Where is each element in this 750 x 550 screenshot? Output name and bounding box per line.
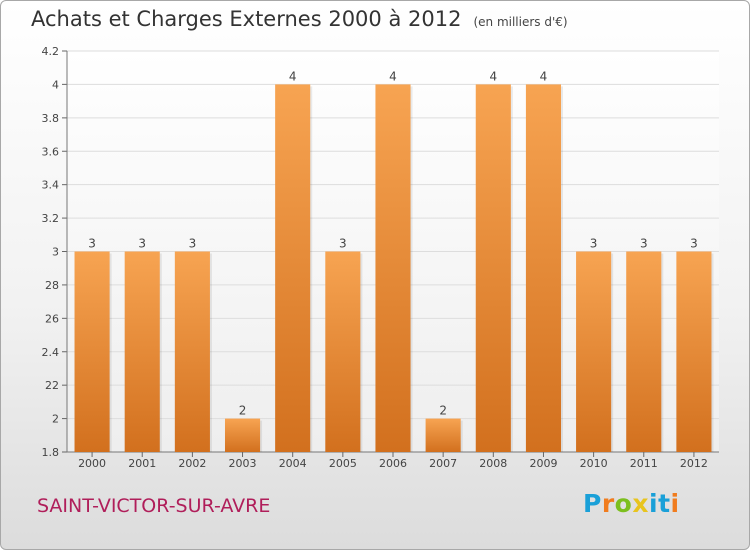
- bar: [676, 251, 712, 452]
- data-label: 4: [540, 69, 548, 83]
- x-tick-label: 2005: [329, 457, 357, 470]
- bar: [174, 251, 210, 452]
- bar: [576, 251, 612, 452]
- data-label: 2: [239, 404, 247, 418]
- y-tick-label: 3.8: [42, 112, 60, 125]
- y-tick-label: 22: [45, 379, 59, 392]
- x-tick-label: 2009: [529, 457, 557, 470]
- data-label: 3: [88, 237, 96, 251]
- bar: [275, 84, 311, 453]
- x-tick-label: 2006: [379, 457, 407, 470]
- x-tick-label: 2002: [178, 457, 206, 470]
- data-label: 3: [690, 237, 698, 251]
- x-tick-label: 2000: [78, 457, 106, 470]
- data-label: 2: [439, 404, 447, 418]
- y-tick-label: 3.2: [42, 212, 60, 225]
- y-tick-label: 1.8: [42, 446, 60, 459]
- x-tick-label: 2008: [479, 457, 507, 470]
- bar: [525, 84, 562, 453]
- data-label: 4: [389, 69, 397, 83]
- x-tick-label: 2004: [279, 457, 307, 470]
- commune-name: SAINT-VICTOR-SUR-AVRE: [37, 495, 271, 517]
- chart-title-text: Achats et Charges Externes 2000 à 2012: [31, 7, 462, 31]
- data-label: 3: [640, 237, 648, 251]
- x-tick-label: 2003: [229, 457, 257, 470]
- x-tick-label: 2011: [630, 457, 658, 470]
- data-label: 3: [339, 237, 347, 251]
- y-tick-label: 2.4: [42, 346, 60, 359]
- x-tick-label: 2012: [680, 457, 708, 470]
- chart-subtitle: (en milliers d'€): [473, 15, 568, 29]
- y-tick-label: 3: [52, 246, 59, 259]
- y-tick-label: 3.4: [42, 179, 60, 192]
- data-label: 3: [590, 237, 598, 251]
- data-label: 3: [189, 237, 197, 251]
- bar: [224, 418, 261, 452]
- y-tick-label: 28: [45, 279, 59, 292]
- data-label: 4: [289, 69, 297, 83]
- bar: [626, 251, 662, 452]
- y-tick-label: 4: [52, 78, 59, 91]
- y-tick-label: 2: [52, 413, 59, 426]
- data-label: 3: [138, 237, 146, 251]
- bar: [375, 84, 411, 453]
- y-tick-label: 4.2: [42, 45, 60, 58]
- chart-title: Achats et Charges Externes 2000 à 2012 (e…: [31, 7, 568, 31]
- x-tick-label: 2001: [128, 457, 156, 470]
- bar: [325, 251, 361, 452]
- bar: [124, 251, 160, 452]
- proxiti-logo[interactable]: Proxiti: [583, 489, 680, 518]
- y-tick-label: 3.6: [42, 145, 60, 158]
- x-tick-label: 2010: [580, 457, 608, 470]
- bar: [425, 418, 461, 452]
- data-label: 4: [489, 69, 497, 83]
- bar: [475, 84, 511, 453]
- x-tick-label: 2007: [429, 457, 457, 470]
- y-tick-label: 26: [45, 312, 59, 325]
- bar: [74, 251, 110, 452]
